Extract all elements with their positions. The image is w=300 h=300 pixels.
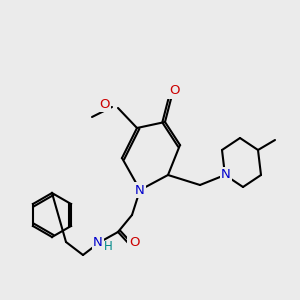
Text: N: N: [221, 169, 231, 182]
Text: O: O: [129, 236, 139, 248]
Text: O: O: [99, 98, 109, 110]
Text: N: N: [93, 236, 103, 248]
Text: O: O: [169, 85, 179, 98]
Text: H: H: [103, 239, 112, 253]
Text: N: N: [135, 184, 145, 196]
